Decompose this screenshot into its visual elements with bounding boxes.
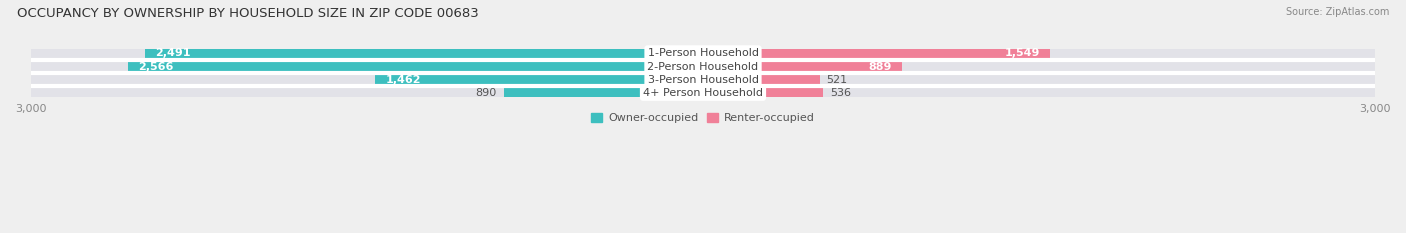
Bar <box>703 62 903 71</box>
Text: 4+ Person Household: 4+ Person Household <box>643 88 763 98</box>
Bar <box>703 75 1375 84</box>
Bar <box>703 49 1050 58</box>
Bar <box>703 88 1375 97</box>
Text: 890: 890 <box>475 88 496 98</box>
Text: 521: 521 <box>827 75 848 85</box>
Bar <box>375 75 703 84</box>
Text: 2,566: 2,566 <box>138 62 173 72</box>
Bar <box>703 62 1375 71</box>
Text: Source: ZipAtlas.com: Source: ZipAtlas.com <box>1285 7 1389 17</box>
Text: 1,549: 1,549 <box>1005 48 1040 58</box>
Text: 536: 536 <box>830 88 851 98</box>
Bar <box>31 88 703 97</box>
Text: 2-Person Household: 2-Person Household <box>647 62 759 72</box>
Legend: Owner-occupied, Renter-occupied: Owner-occupied, Renter-occupied <box>586 108 820 127</box>
Bar <box>31 49 703 58</box>
Text: 1,462: 1,462 <box>385 75 420 85</box>
Bar <box>703 75 820 84</box>
Text: OCCUPANCY BY OWNERSHIP BY HOUSEHOLD SIZE IN ZIP CODE 00683: OCCUPANCY BY OWNERSHIP BY HOUSEHOLD SIZE… <box>17 7 478 20</box>
Text: 2,491: 2,491 <box>155 48 190 58</box>
Bar <box>503 88 703 97</box>
Bar <box>703 49 1375 58</box>
Bar <box>31 62 703 71</box>
Bar <box>31 75 703 84</box>
Text: 3-Person Household: 3-Person Household <box>648 75 758 85</box>
Bar <box>703 88 823 97</box>
Bar <box>145 49 703 58</box>
Bar <box>128 62 703 71</box>
Text: 889: 889 <box>869 62 893 72</box>
Text: 1-Person Household: 1-Person Household <box>648 48 758 58</box>
